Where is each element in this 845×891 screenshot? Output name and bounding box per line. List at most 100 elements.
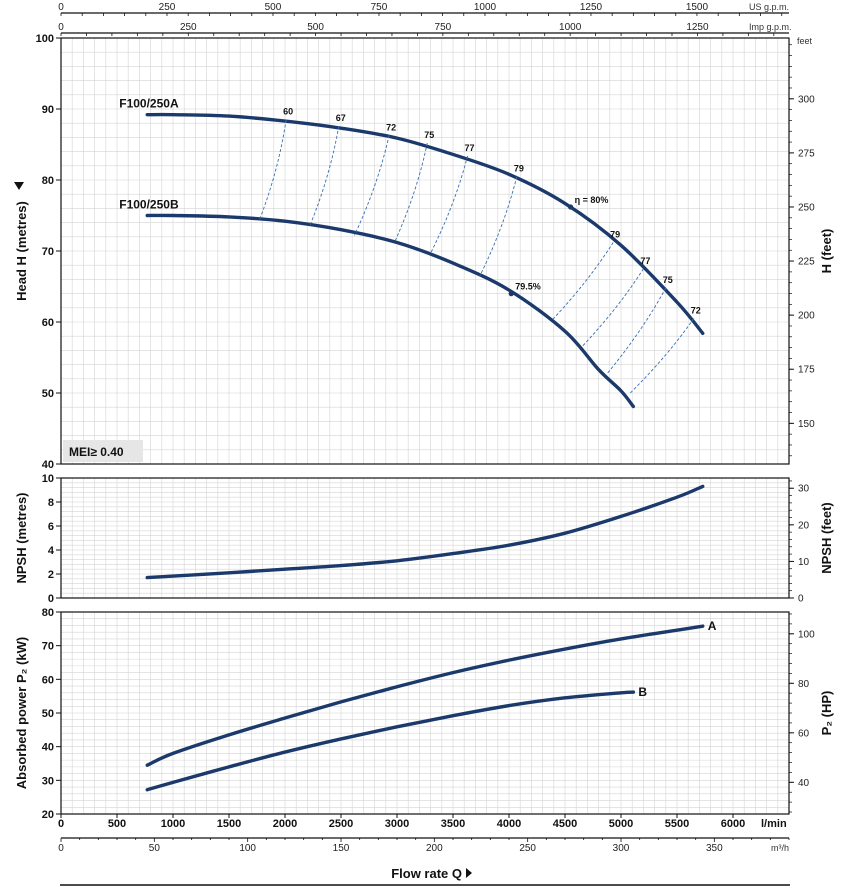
x-tick-label: 1500: [217, 818, 241, 830]
efficiency-line: [394, 142, 428, 242]
efficiency-label: 79: [610, 229, 620, 239]
panel-frames: [56, 12, 794, 842]
right-tick-label: 150: [798, 419, 815, 430]
y-tick-label: 40: [42, 459, 54, 471]
right-tick-label: 0: [798, 594, 804, 605]
right-axis-title: P₂ (HP): [819, 691, 834, 736]
efficiency-label: 77: [640, 256, 650, 266]
x-tick-label: 3500: [441, 818, 465, 830]
usgpm-unit-label: US g.p.m.: [749, 2, 789, 12]
efficiency-line: [309, 125, 340, 227]
efficiency-line: [581, 268, 644, 348]
impgpm-tick-label: 750: [435, 22, 452, 33]
y-tick-label: 30: [42, 775, 54, 787]
usgpm-tick-label: 1250: [580, 2, 603, 13]
y-tick-label: 0: [48, 593, 54, 605]
right-axis-unit: feet: [797, 36, 813, 46]
series-label: F100/250B: [119, 198, 179, 212]
efficiency-line: [430, 155, 468, 254]
y-tick-label: 40: [42, 742, 54, 754]
m3h-tick-label: 50: [149, 843, 161, 854]
x-tick-label: 500: [108, 818, 126, 830]
series-label: A: [708, 619, 717, 633]
x-tick-label: 1000: [161, 818, 185, 830]
y-tick-label: 6: [48, 521, 54, 533]
y-tick-label: 80: [42, 607, 54, 619]
panel-frame: [60, 477, 790, 599]
right-tick-label: 175: [798, 365, 815, 376]
mei-badge-label: MEI≥ 0.40: [69, 445, 124, 459]
right-tick-label: 300: [798, 94, 815, 105]
x-tick-label: 0: [58, 818, 64, 830]
y-tick-label: 60: [42, 674, 54, 686]
x-tick-label: 4500: [553, 818, 577, 830]
efficiency-label: 75: [424, 130, 434, 140]
flow-axis-arrow-icon: [466, 868, 472, 878]
right-tick-label: 10: [798, 557, 810, 568]
best-efficiency-label: 79.5%: [515, 282, 541, 292]
efficiency-line: [607, 287, 667, 374]
grid-layer: [61, 38, 789, 814]
m3h-tick-label: 200: [426, 843, 443, 854]
y-tick-label: 50: [42, 388, 54, 400]
usgpm-tick-label: 1500: [686, 2, 709, 13]
efficiency-label: 75: [663, 275, 673, 285]
series-label: B: [638, 685, 647, 699]
right-tick-label: 30: [798, 484, 810, 495]
efficiency-label: 60: [283, 107, 293, 117]
efficiency-label: 79: [514, 163, 524, 173]
right-tick-label: 225: [798, 257, 815, 268]
impgpm-tick-label: 1000: [559, 22, 582, 33]
x-tick-label: 5000: [609, 818, 633, 830]
labels-layer: 405060708090100150175200225250275300feet…: [14, 2, 834, 881]
best-efficiency-point: [568, 204, 574, 210]
y-tick-label: 50: [42, 708, 54, 720]
efficiency-label: 77: [465, 143, 475, 153]
usgpm-tick-label: 500: [265, 2, 282, 13]
y-tick-label: 60: [42, 317, 54, 329]
series-line: [145, 213, 636, 409]
series-label: F100/250A: [119, 97, 179, 111]
efficiency-label: 72: [691, 305, 701, 315]
m3h-unit-label: m³/h: [771, 843, 789, 853]
impgpm-tick-label: 0: [58, 22, 64, 33]
efficiency-line: [258, 119, 287, 221]
impgpm-tick-label: 1250: [686, 22, 709, 33]
y-tick-label: 80: [42, 175, 54, 187]
efficiency-label: 72: [386, 122, 396, 132]
right-tick-label: 60: [798, 728, 810, 739]
usgpm-tick-label: 0: [58, 2, 64, 13]
right-axis-title: H (feet): [819, 229, 834, 274]
left-axis-title: Absorbed power P₂ (kW): [14, 637, 29, 789]
best-efficiency-label: η = 80%: [575, 195, 609, 205]
usgpm-tick-label: 250: [159, 2, 176, 13]
head-axis-arrow-icon: [14, 182, 24, 190]
y-tick-label: 8: [48, 497, 54, 509]
right-tick-label: 200: [798, 311, 815, 322]
efficiency-label: 67: [336, 113, 346, 123]
right-tick-label: 80: [798, 679, 810, 690]
y-tick-label: 70: [42, 246, 54, 258]
y-tick-label: 20: [42, 809, 54, 821]
y-tick-label: 100: [36, 33, 54, 45]
y-tick-label: 70: [42, 641, 54, 653]
impgpm-unit-label: Imp g.p.m.: [749, 22, 792, 32]
series-line: [145, 484, 705, 580]
right-axis-title: NPSH (feet): [819, 502, 834, 574]
y-tick-label: 2: [48, 569, 54, 581]
x-tick-label: 2000: [273, 818, 297, 830]
y-tick-label: 10: [42, 473, 54, 485]
m3h-tick-label: 0: [58, 843, 64, 854]
x-tick-label: 4000: [497, 818, 521, 830]
left-axis-title: NPSH (metres): [14, 492, 29, 583]
right-tick-label: 100: [798, 629, 815, 640]
right-tick-label: 20: [798, 520, 810, 531]
usgpm-tick-label: 1000: [474, 2, 497, 13]
series-line: [145, 690, 636, 792]
efficiency-line: [479, 176, 518, 277]
m3h-tick-label: 300: [613, 843, 630, 854]
y-tick-label: 4: [48, 545, 55, 557]
m3h-tick-label: 250: [519, 843, 536, 854]
m3h-tick-label: 350: [706, 843, 723, 854]
